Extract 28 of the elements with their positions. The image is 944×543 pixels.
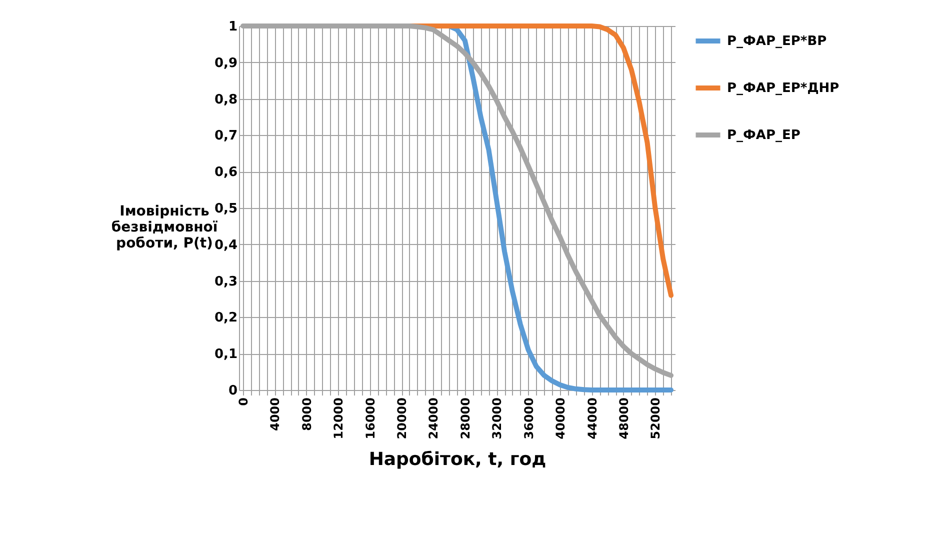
x-tick-label: 24000 bbox=[426, 398, 441, 440]
x-axis-title: Наробіток, t, год bbox=[368, 449, 546, 470]
x-tick-label: 0 bbox=[236, 398, 250, 406]
y-tick-label: 0 bbox=[228, 384, 238, 398]
x-tick-label: 44000 bbox=[585, 398, 600, 440]
y-tick-label: 0,3 bbox=[214, 274, 238, 290]
legend-label: P_ФАР_ЕР*ДНР bbox=[727, 81, 840, 96]
x-tick-label: 4000 bbox=[268, 398, 282, 431]
x-tick-label: 16000 bbox=[363, 398, 378, 440]
y-tick-label: 1 bbox=[228, 20, 238, 34]
y-tick-label: 0,1 bbox=[214, 347, 238, 362]
y-tick-label: 0,6 bbox=[214, 165, 238, 180]
x-tick-label: 40000 bbox=[554, 398, 568, 440]
y-tick-label: 0,7 bbox=[214, 128, 238, 144]
x-tick-label: 28000 bbox=[458, 398, 472, 440]
y-tick-label: 0,2 bbox=[214, 310, 238, 326]
x-tick-label: 32000 bbox=[490, 398, 504, 440]
x-tick-label: 20000 bbox=[395, 398, 410, 440]
x-tick-label: 8000 bbox=[300, 398, 314, 431]
legend-label: P_ФАР_ЕР*ВР bbox=[727, 34, 827, 49]
x-tick-label: 12000 bbox=[332, 398, 346, 440]
y-tick-label: 0,9 bbox=[214, 56, 238, 71]
y-tick-label: 0,8 bbox=[214, 92, 238, 108]
x-tick-label: 48000 bbox=[616, 398, 631, 440]
y-tick-label: 0,5 bbox=[214, 202, 238, 216]
x-tick-label: 36000 bbox=[522, 398, 536, 440]
x-tick-label: 52000 bbox=[648, 398, 663, 440]
legend-label: P_ФАР_ЕР bbox=[727, 128, 800, 143]
